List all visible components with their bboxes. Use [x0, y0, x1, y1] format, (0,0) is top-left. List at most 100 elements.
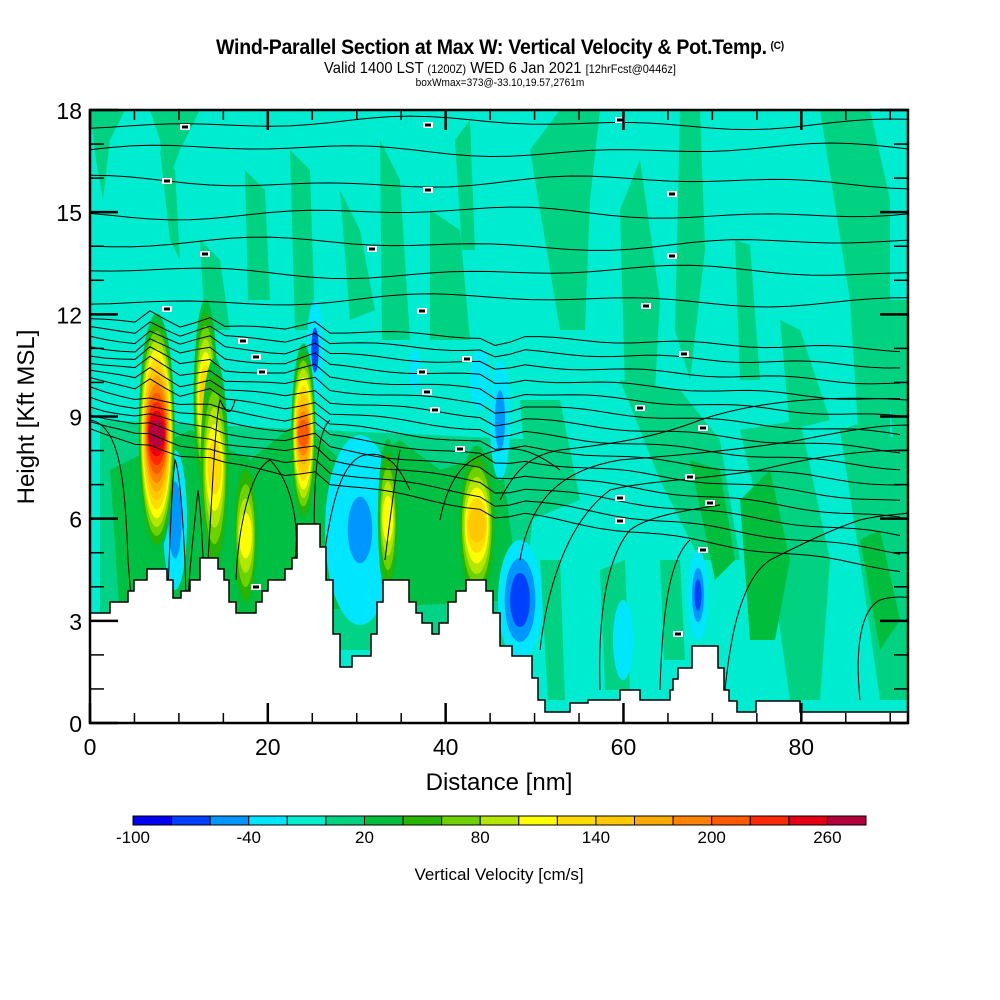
- colorbar-tick-label: -100: [116, 828, 150, 847]
- contour-label-glyph: [675, 632, 681, 636]
- y-tick-label: 3: [69, 609, 82, 635]
- theta-contour-line: [90, 264, 908, 280]
- contour-label-glyph: [369, 247, 375, 251]
- updraft-core: [239, 512, 253, 559]
- positive-velocity-band: [380, 140, 410, 340]
- colorbar-swatch: [788, 815, 828, 826]
- valid-utc: (1200Z): [427, 62, 467, 76]
- positive-velocity-band: [735, 240, 760, 380]
- positive-velocity-band: [160, 150, 180, 260]
- theta-contour-line: [235, 459, 297, 581]
- positive-velocity-band: [340, 190, 375, 320]
- contour-label-glyph: [253, 355, 259, 359]
- theta-contour-line: [90, 355, 901, 436]
- y-tick-label: 18: [56, 98, 82, 124]
- theta-contour-line: [90, 396, 901, 501]
- contour-label-glyph: [617, 118, 623, 122]
- colorbar-tick-label: 200: [697, 828, 725, 847]
- contour-label-glyph: [253, 585, 259, 589]
- downdraft-region: [409, 350, 421, 390]
- colorbar: -100 -40 20 80 140 200 260: [116, 815, 867, 847]
- colorbar-swatch: [441, 815, 481, 826]
- y-tick-label: 9: [69, 405, 82, 431]
- theta-contour-line: [90, 406, 901, 518]
- positive-velocity-band: [675, 110, 705, 380]
- x-tick-label: 60: [611, 734, 637, 760]
- contour-label-glyph: [425, 188, 431, 192]
- contour-label-glyph: [424, 390, 430, 394]
- colorbar-swatch: [325, 815, 365, 826]
- theta-contour-line: [90, 419, 133, 611]
- contour-label-glyph: [464, 357, 470, 361]
- theta-contour-line: [90, 115, 908, 131]
- colorbar-tick-label: 80: [471, 828, 490, 847]
- contour-label-glyph: [432, 408, 438, 412]
- downdraft-region: [470, 350, 490, 410]
- positive-velocity-band: [430, 210, 470, 340]
- contour-labels: [162, 117, 715, 637]
- theta-contour-line: [384, 449, 401, 561]
- positive-velocity-band: [455, 120, 475, 250]
- x-axis-title: Distance [nm]: [426, 769, 573, 796]
- colorbar-tick-label: 140: [582, 828, 610, 847]
- theta-contour-line: [90, 366, 901, 454]
- plot-area: [90, 110, 908, 723]
- y-axis-title: Height [Kft MSL]: [13, 330, 40, 505]
- contour-label-glyph: [425, 123, 431, 127]
- colorbar-swatch: [556, 815, 597, 826]
- contour-label-glyph: [419, 309, 425, 313]
- copyright-mark: (C): [770, 40, 785, 52]
- theta-contour-line: [90, 310, 901, 353]
- positive-velocity-band: [245, 170, 270, 300]
- colorbar-swatch: [826, 815, 867, 826]
- contour-label-glyph: [617, 496, 623, 500]
- axes: 0 20 40 60 80 0 3 6 9 12 15 18: [56, 98, 908, 760]
- contour-label-glyph: [681, 352, 687, 356]
- chart-title-text: Wind-Parallel Section at Max W: Vertical…: [216, 36, 767, 59]
- contour-label-glyph: [707, 501, 713, 505]
- colorbar-tick-label: 20: [355, 828, 374, 847]
- colorbar-swatch: [749, 815, 790, 826]
- theta-contour-line: [90, 421, 901, 555]
- positive-velocity-band: [780, 320, 830, 430]
- contour-label-glyph: [202, 252, 208, 256]
- theta-contour-line: [321, 453, 411, 571]
- updraft-band: [740, 470, 790, 640]
- contour-label-glyph: [643, 304, 649, 308]
- chart-subtitle: Valid 1400 LST (1200Z) WED 6 Jan 2021 [1…: [40, 60, 960, 78]
- downdraft-region: [510, 573, 530, 627]
- contour-label-glyph: [259, 370, 265, 374]
- chart-title: Wind-Parallel Section at Max W: Vertical…: [35, 36, 965, 60]
- colorbar-swatch: [363, 815, 404, 826]
- y-tick-label: 15: [56, 200, 82, 226]
- theta-contour-line: [90, 428, 901, 573]
- colorbar-swatch: [479, 815, 520, 826]
- theta-contour-line: [439, 448, 561, 521]
- updraft-core: [207, 440, 222, 495]
- colorbar-swatch: [209, 815, 250, 826]
- y-tick-label: 6: [69, 507, 82, 533]
- theta-contour-line: [90, 293, 908, 308]
- terrain: [90, 523, 908, 723]
- theta-contour-line: [599, 504, 721, 691]
- contour-label-glyph: [457, 447, 463, 451]
- theta-contour-line: [857, 596, 908, 701]
- contour-label-glyph: [164, 179, 170, 183]
- theta-contour-line: [90, 414, 901, 537]
- x-tick-label: 40: [433, 734, 459, 760]
- colorbar-swatch: [518, 815, 558, 826]
- contour-label-glyph: [164, 307, 170, 311]
- updraft-core: [468, 508, 486, 543]
- theta-contour-line: [167, 458, 187, 601]
- colorbar-swatch: [171, 815, 211, 826]
- colorbar-swatch: [634, 815, 674, 826]
- positive-velocity-band: [290, 150, 315, 330]
- colorbar-title: Vertical Velocity [cm/s]: [414, 865, 583, 884]
- theta-contour-line: [90, 206, 908, 221]
- x-tick-label: 0: [84, 734, 97, 760]
- theta-contour-line: [90, 346, 901, 417]
- colorbar-swatch: [132, 815, 173, 826]
- colorbar-swatch: [286, 815, 327, 826]
- updraft-core: [298, 419, 309, 448]
